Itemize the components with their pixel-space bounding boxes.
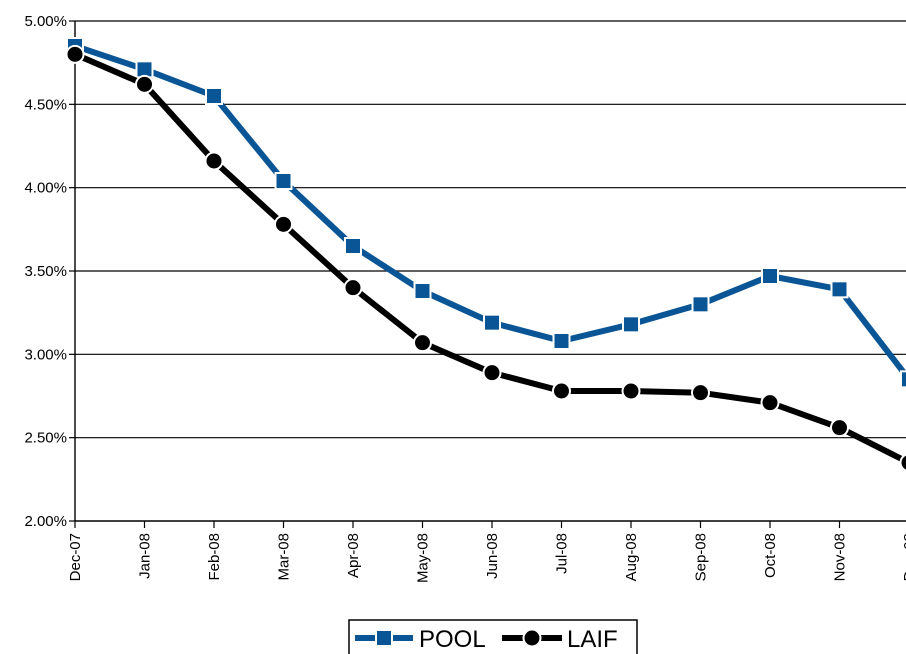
data-point-pool bbox=[622, 315, 640, 334]
x-tick-label: Oct-08 bbox=[762, 533, 779, 578]
data-point-laif bbox=[691, 383, 710, 403]
x-tick-label: Mar-08 bbox=[276, 533, 293, 581]
data-point-laif bbox=[830, 418, 849, 438]
data-point-pool bbox=[483, 313, 501, 332]
legend: POOL LAIF bbox=[348, 619, 638, 654]
data-point-pool bbox=[900, 370, 906, 389]
x-tick-label: Aug-08 bbox=[623, 533, 640, 581]
data-point-laif bbox=[552, 381, 571, 401]
data-point-pool bbox=[274, 172, 293, 190]
data-point-laif bbox=[899, 453, 906, 472]
data-point-laif bbox=[343, 278, 363, 298]
x-tick-label: Nov-08 bbox=[832, 533, 849, 581]
data-point-laif bbox=[135, 74, 154, 94]
legend-label-laif: LAIF bbox=[567, 626, 618, 653]
data-point-pool bbox=[691, 295, 710, 314]
data-point-pool bbox=[552, 332, 571, 350]
y-tick-label: 3.50% bbox=[24, 263, 67, 280]
x-tick-label: May-08 bbox=[415, 533, 432, 583]
data-point-pool bbox=[830, 280, 849, 299]
axes: 2.00% 2.50% 3.00% 3.50% 4.00% 4.50% 5.00% Dec-0… bbox=[24, 13, 906, 583]
x-tick-label: Jul-08 bbox=[554, 533, 571, 574]
y-tick-label: 2.50% bbox=[24, 430, 67, 447]
legend-marker-laif bbox=[522, 628, 542, 648]
x-tick-label: Feb-08 bbox=[206, 533, 223, 581]
y-tick-label: 5.00% bbox=[24, 13, 67, 30]
legend-label-pool: POOL bbox=[419, 626, 486, 653]
x-tick-label: Sep-08 bbox=[693, 533, 710, 581]
data-point-laif bbox=[413, 333, 432, 353]
data-point-pool bbox=[761, 267, 779, 285]
data-point-laif bbox=[482, 363, 502, 383]
y-tick-label: 4.00% bbox=[24, 180, 67, 197]
x-tick-label: Apr-08 bbox=[345, 533, 362, 578]
y-tick-label: 2.00% bbox=[24, 513, 67, 530]
data-point-pool bbox=[205, 87, 223, 105]
legend-marker-pool bbox=[375, 629, 393, 647]
series-line-laif bbox=[73, 51, 906, 465]
data-point-laif bbox=[621, 381, 641, 401]
data-point-laif bbox=[204, 151, 224, 171]
y-tick-label: 3.00% bbox=[24, 346, 67, 363]
x-tick-label: Dec-08 bbox=[901, 533, 906, 581]
data-point-pool bbox=[344, 237, 362, 255]
data-point-laif bbox=[65, 44, 85, 64]
y-tick-label: 4.50% bbox=[24, 96, 67, 113]
x-tick-label: Dec-07 bbox=[67, 533, 84, 581]
data-point-pool bbox=[413, 282, 432, 300]
data-point-laif bbox=[760, 393, 780, 413]
series-group bbox=[65, 37, 906, 472]
x-tick-label: Jun-08 bbox=[484, 533, 501, 579]
x-tick-label: Jan-08 bbox=[137, 533, 154, 579]
data-point-laif bbox=[274, 214, 293, 234]
